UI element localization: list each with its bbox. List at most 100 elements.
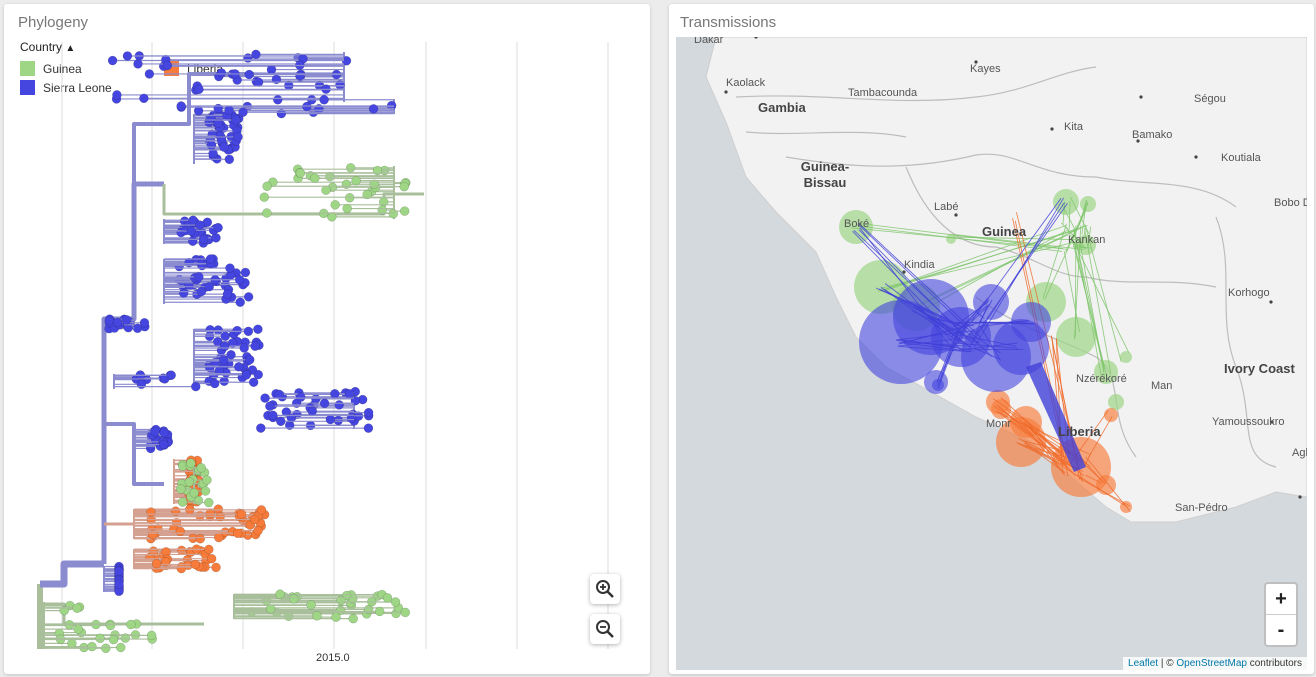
tip-node <box>292 592 302 602</box>
osm-link[interactable]: OpenStreetMap <box>1176 658 1247 669</box>
legend-item-liberia[interactable]: Liberia <box>164 61 223 76</box>
tip-node <box>228 115 238 126</box>
place-label: Nzérékoré <box>1076 373 1127 385</box>
tip-node <box>186 498 196 508</box>
tip-node <box>214 112 225 122</box>
tip-node <box>204 117 214 127</box>
map-zoom-control: + - <box>1264 582 1298 647</box>
tip-node <box>325 414 336 425</box>
tree-zoom-out-button[interactable] <box>590 614 620 644</box>
tip-node <box>178 461 188 472</box>
tip-node <box>150 551 160 562</box>
tip-node <box>215 122 225 133</box>
tip-node <box>184 459 194 470</box>
tip-node <box>232 528 243 539</box>
tip-node <box>256 423 266 433</box>
tip-node <box>235 297 245 307</box>
place-label: Bamako <box>1132 129 1173 141</box>
tip-node <box>202 217 213 228</box>
city-dot <box>1269 300 1273 304</box>
tip-node <box>72 603 82 613</box>
legend-item-sierra-leone[interactable]: Sierra Leone <box>20 80 112 95</box>
tip-node <box>194 475 204 486</box>
legend-heading[interactable]: Country ▲ <box>20 40 75 54</box>
tip-node <box>378 197 389 207</box>
tip-node <box>306 95 317 105</box>
tip-node <box>206 140 217 150</box>
tip-node <box>208 110 219 120</box>
tip-node <box>104 323 114 334</box>
tip-node <box>114 566 124 576</box>
tip-node <box>191 544 202 554</box>
tip-node <box>330 200 340 210</box>
tip-node <box>363 411 374 421</box>
tip-node <box>218 138 228 149</box>
location-bubble <box>1053 189 1079 215</box>
tip-node <box>213 504 224 514</box>
tip-node <box>193 466 204 477</box>
tip-node <box>213 325 223 335</box>
tip-node <box>160 556 171 567</box>
tip-node <box>319 95 329 105</box>
tip-node <box>176 563 187 574</box>
tip-node <box>233 132 243 142</box>
transmission-arrow <box>1000 412 1085 477</box>
transmission-arrow <box>875 287 960 327</box>
tip-node <box>185 474 196 484</box>
tip-node <box>251 49 261 60</box>
map-zoom-out-button[interactable]: - <box>1277 618 1285 641</box>
tip-node <box>205 508 215 519</box>
place-label: Man <box>1151 380 1173 392</box>
tip-node <box>191 381 201 392</box>
phylogeny-tree[interactable] <box>4 4 650 674</box>
tip-node <box>353 411 364 421</box>
tip-node <box>351 175 361 186</box>
tip-node <box>204 360 215 370</box>
tip-node <box>185 461 195 471</box>
tip-node <box>277 392 287 402</box>
tip-node <box>219 341 230 352</box>
tip-node <box>234 511 245 522</box>
leaflet-link[interactable]: Leaflet <box>1128 658 1159 669</box>
place-label: Kindia <box>904 259 935 271</box>
tip-node <box>344 193 355 203</box>
tip-node <box>236 528 246 538</box>
place-label: Kankan <box>1068 234 1106 246</box>
tip-node <box>210 357 220 368</box>
tip-node <box>184 547 195 557</box>
tip-node <box>134 374 145 385</box>
tip-node <box>341 590 352 601</box>
tip-node <box>200 486 211 496</box>
country-label-gambia: Gambia <box>758 100 806 115</box>
tip-node <box>268 177 278 187</box>
transmission-arrow <box>971 202 1065 343</box>
tip-node <box>204 113 215 123</box>
tip-node <box>114 564 124 575</box>
tip-node <box>312 611 322 621</box>
transmission-arrow <box>931 315 958 335</box>
tip-node <box>204 136 215 147</box>
tip-node <box>158 437 168 447</box>
tip-node <box>192 256 202 267</box>
legend-heading-label: Country <box>20 40 63 54</box>
tip-node <box>232 126 242 136</box>
sierra-leone-swatch <box>20 80 35 95</box>
tip-node <box>114 566 124 576</box>
map-zoom-in-button[interactable]: + <box>1266 584 1296 615</box>
transmission-map[interactable]: Dakar Kaolack Tambacounda Kayes Ségou Ki… <box>676 37 1307 670</box>
tip-node <box>295 168 306 178</box>
tip-node <box>177 497 188 507</box>
tree-zoom-in-button[interactable] <box>590 574 620 604</box>
place-label: Monr <box>986 418 1012 430</box>
tip-node <box>216 120 226 130</box>
tip-node <box>296 392 306 402</box>
tip-node <box>116 642 126 653</box>
legend-item-guinea[interactable]: Guinea <box>20 61 82 76</box>
transmission-arrow <box>996 410 1068 465</box>
tip-node <box>259 192 270 202</box>
tip-node <box>308 107 319 118</box>
tip-node <box>240 267 251 278</box>
tip-node <box>346 413 357 424</box>
tip-node <box>121 315 132 325</box>
tip-node <box>180 222 191 232</box>
